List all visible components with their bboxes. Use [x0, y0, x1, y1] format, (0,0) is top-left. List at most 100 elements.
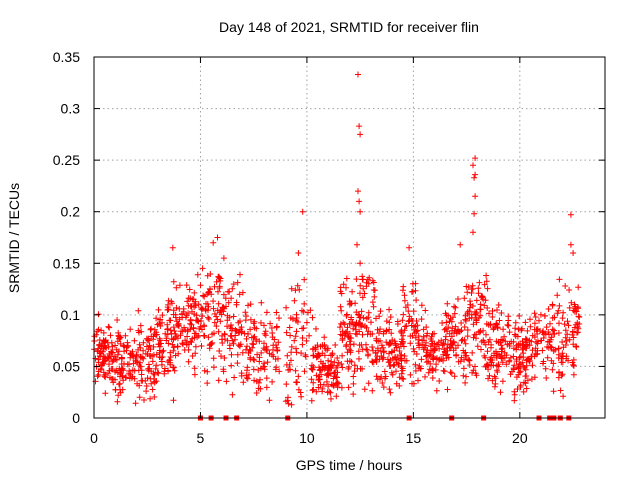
data-point — [374, 345, 381, 352]
data-point — [264, 359, 271, 366]
data-point — [460, 372, 467, 379]
data-point — [521, 379, 527, 386]
data-point — [109, 358, 116, 365]
data-point — [423, 332, 430, 339]
data-point — [114, 338, 121, 345]
data-point — [357, 314, 364, 321]
data-point — [550, 388, 557, 395]
data-point — [472, 171, 479, 178]
data-point — [551, 327, 557, 334]
data-point — [178, 328, 185, 335]
data-point — [288, 343, 295, 350]
data-point — [337, 324, 343, 331]
data-point — [334, 355, 341, 361]
data-point — [369, 277, 376, 284]
data-point — [460, 365, 467, 372]
data-point — [286, 324, 293, 331]
data-point — [412, 361, 419, 368]
data-point — [343, 341, 350, 348]
data-point — [386, 306, 393, 313]
data-point — [118, 366, 125, 373]
data-point — [511, 362, 518, 369]
data-point — [410, 345, 417, 352]
data-point — [210, 305, 217, 312]
data-point — [95, 311, 102, 318]
data-point — [308, 397, 315, 404]
data-point — [194, 334, 201, 341]
data-point — [434, 341, 441, 348]
data-point — [132, 400, 139, 407]
data-point — [380, 328, 387, 335]
data-point — [365, 351, 372, 358]
data-point — [400, 332, 407, 339]
data-point — [447, 345, 454, 351]
data-point — [501, 349, 508, 356]
data-point — [289, 316, 296, 323]
data-point — [298, 350, 305, 357]
data-point — [215, 288, 221, 295]
data-point — [155, 341, 162, 348]
data-point — [131, 375, 138, 382]
data-point — [153, 378, 160, 385]
data-point — [148, 380, 155, 387]
data-point — [432, 366, 439, 373]
data-point — [482, 297, 489, 304]
data-point — [338, 290, 345, 297]
data-point — [294, 282, 301, 289]
data-point — [96, 337, 103, 343]
data-point — [365, 328, 372, 335]
data-point — [489, 314, 496, 320]
data-point — [250, 356, 257, 363]
data-point — [485, 375, 492, 382]
data-point — [135, 307, 142, 314]
data-point — [283, 361, 290, 368]
data-point — [276, 315, 282, 322]
data-point — [574, 324, 581, 331]
data-point — [470, 334, 477, 341]
data-point — [235, 319, 242, 326]
data-point — [469, 349, 476, 356]
data-point — [148, 325, 155, 332]
data-point — [376, 313, 383, 320]
data-point — [477, 306, 484, 313]
data-point — [374, 326, 381, 333]
data-point — [494, 369, 501, 375]
data-point — [381, 368, 388, 375]
data-point — [328, 381, 335, 388]
data-point — [473, 315, 479, 322]
data-point — [402, 304, 409, 311]
data-point — [476, 279, 483, 286]
data-point — [328, 395, 334, 402]
data-point — [466, 357, 473, 364]
data-point — [205, 334, 212, 341]
data-point — [288, 401, 295, 408]
data-point — [198, 343, 205, 349]
data-point — [155, 370, 162, 377]
data-point — [276, 368, 283, 375]
data-point — [491, 383, 498, 390]
data-point — [216, 348, 223, 354]
data-point — [516, 313, 523, 319]
data-point — [506, 357, 513, 364]
data-point — [466, 315, 473, 322]
data-point — [219, 304, 226, 311]
data-point — [253, 378, 260, 385]
data-point — [390, 362, 397, 369]
data-point — [273, 342, 279, 348]
x-tick-label: 15 — [406, 430, 422, 446]
x-tick-labels: 0 5 10 15 20 — [90, 430, 528, 446]
data-point — [170, 364, 177, 371]
data-point — [185, 358, 192, 365]
data-point — [372, 357, 379, 364]
data-point — [455, 342, 461, 349]
data-point — [539, 329, 546, 336]
data-point — [337, 284, 344, 291]
data-point — [204, 368, 211, 375]
data-point — [558, 359, 565, 366]
data-point — [149, 353, 156, 360]
data-point — [486, 310, 492, 317]
data-point — [313, 325, 319, 332]
data-point — [469, 285, 476, 292]
data-point — [326, 366, 333, 373]
data-point — [398, 355, 405, 362]
